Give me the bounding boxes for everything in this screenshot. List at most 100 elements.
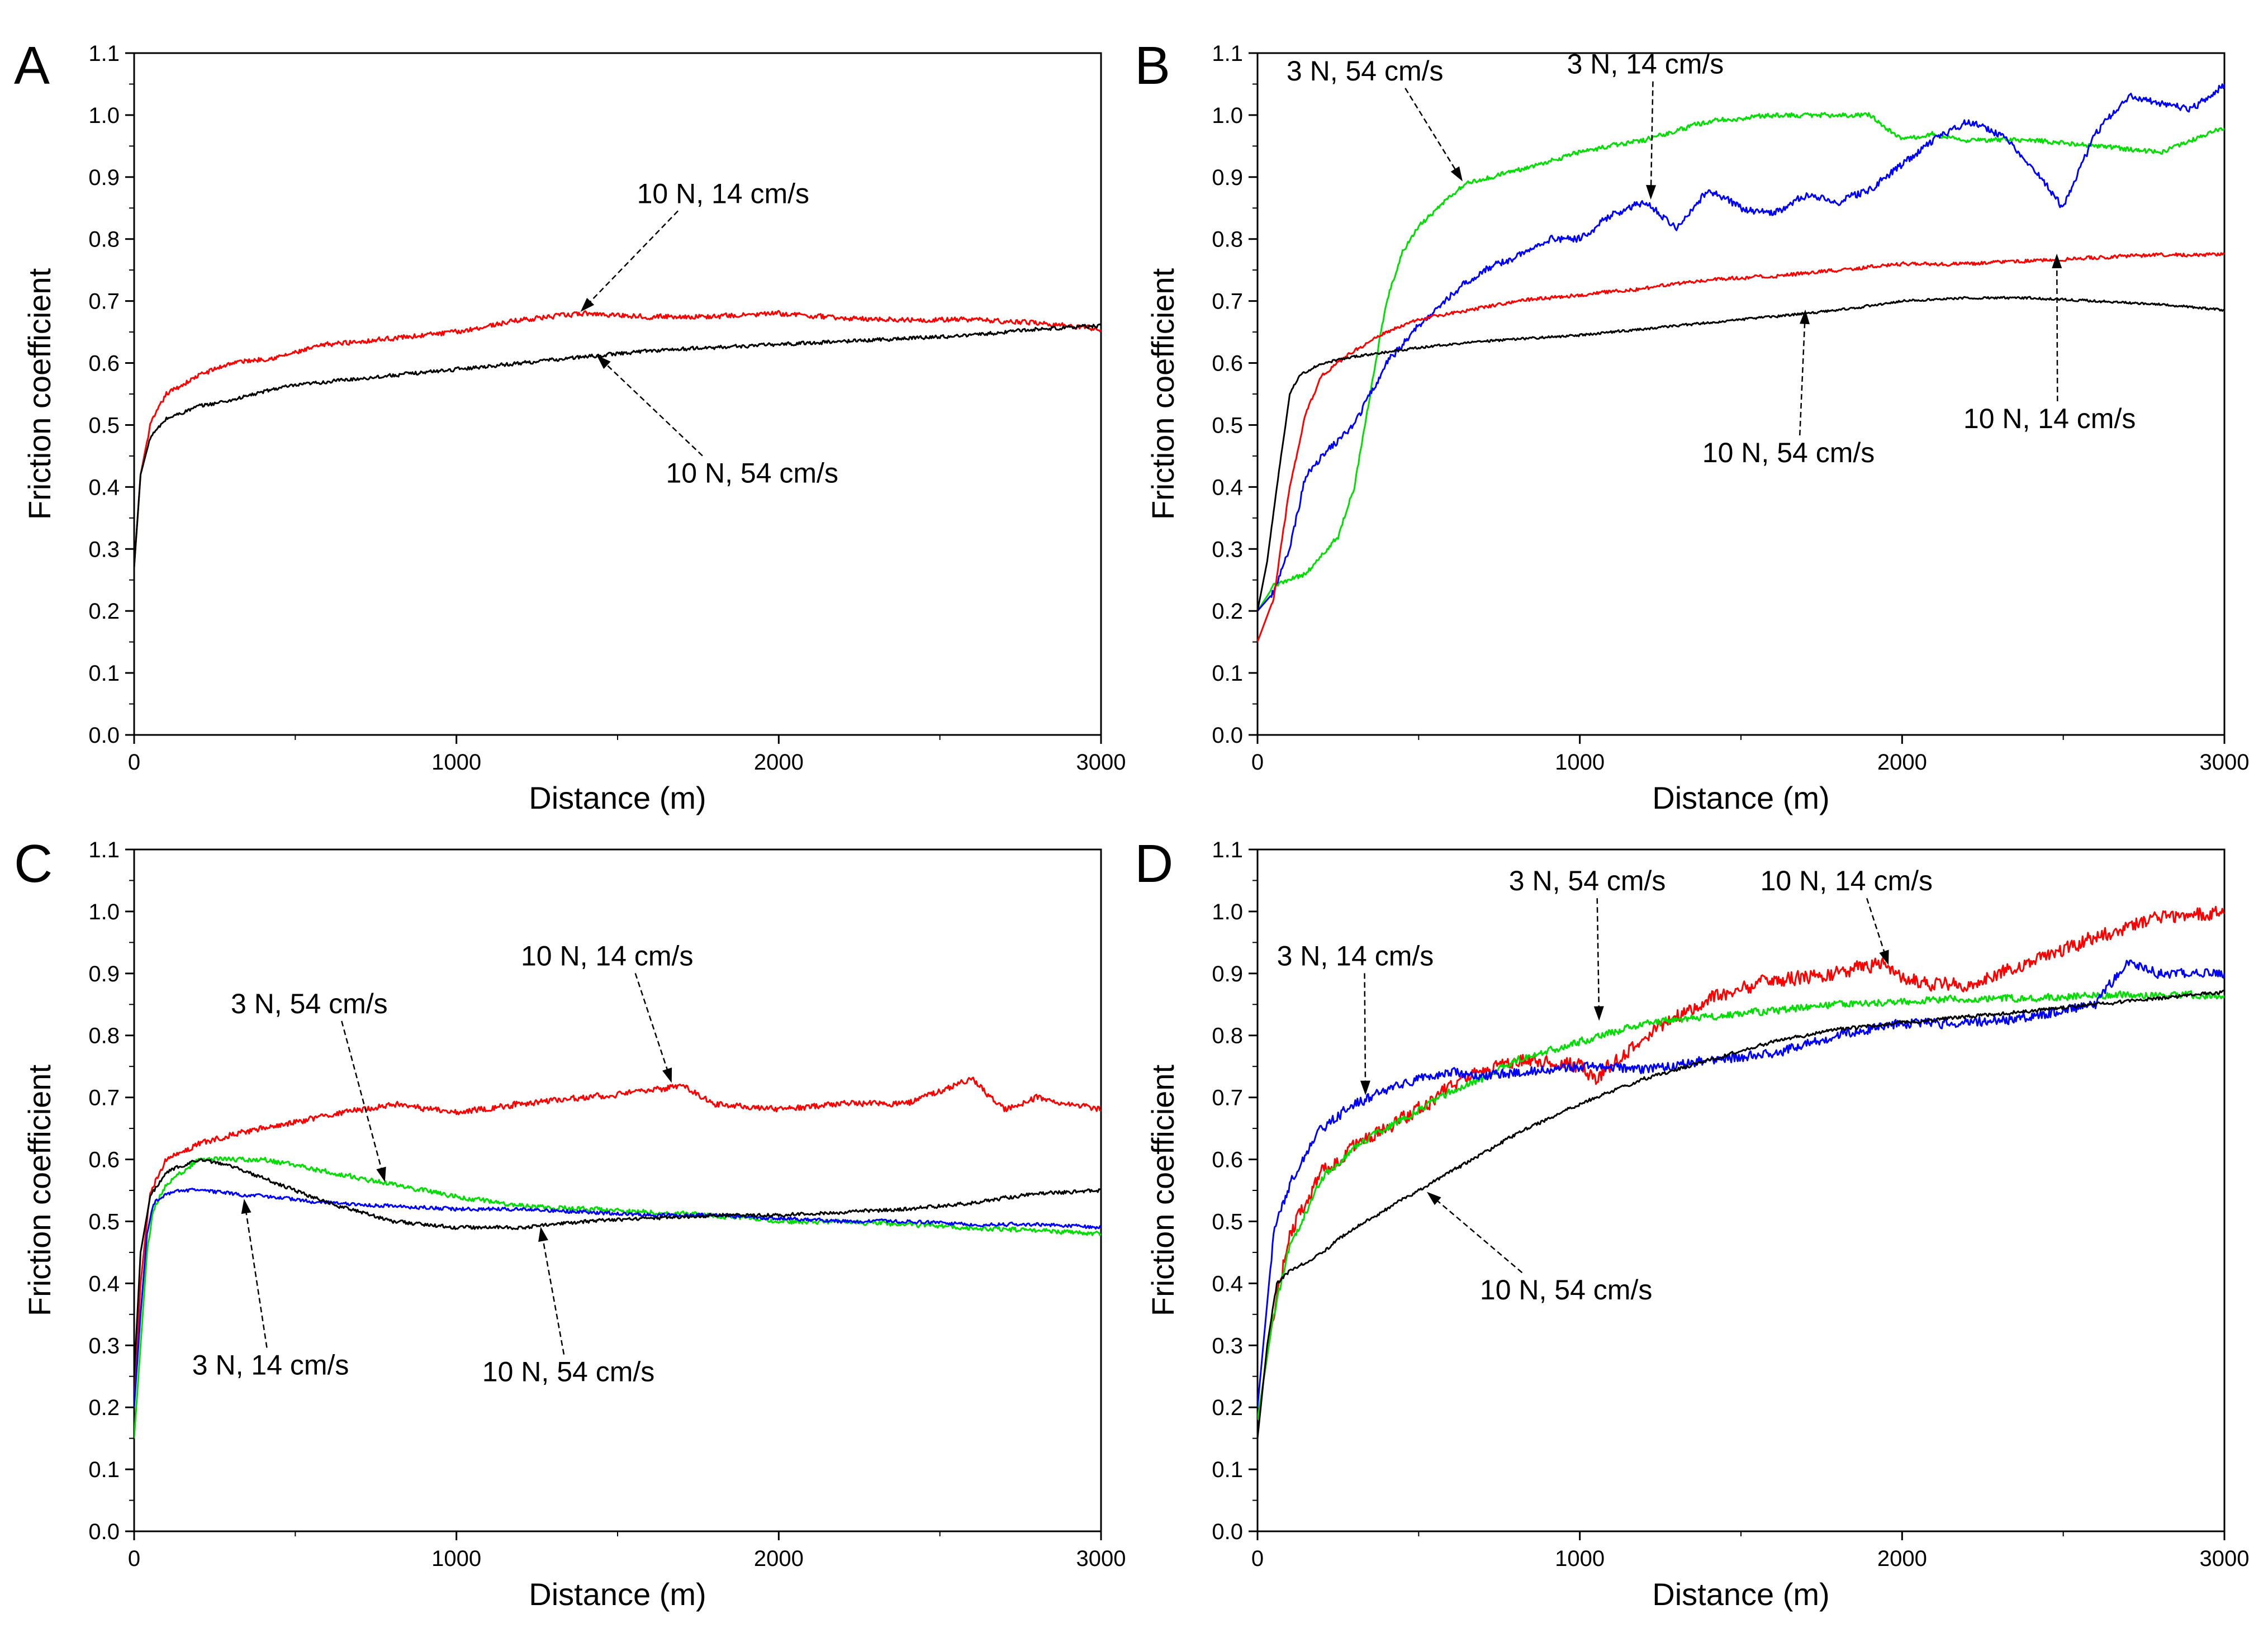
series-line-3-n-14-cm-s [1258,83,2224,612]
annotation-label: 10 N, 14 cm/s [1963,403,2136,434]
annotation-arrow-head [538,1226,548,1242]
annotation-arrow-head [1593,1006,1604,1021]
plot-frame [1256,52,2226,736]
annotation-arrow-line [1799,319,1806,436]
y-tick-label: 1.0 [1212,900,1243,924]
annotation-arrow-line [603,362,703,457]
annotation-arrow-head [241,1199,252,1214]
x-tick-label: 3000 [2200,1546,2250,1571]
annotation-arrow-line [1405,88,1458,173]
y-tick-label: 1.1 [88,41,120,66]
y-tick-label: 1.0 [88,900,120,924]
x-tick-label: 3000 [1076,750,1126,775]
x-axis-label: Distance (m) [529,780,706,815]
annotation-label: 10 N, 54 cm/s [666,458,838,489]
annotation-arrow-line [634,973,670,1074]
y-axis-label: Friction coefficient [1145,268,1180,520]
annotation-arrow-head [1646,185,1657,200]
x-tick-label: 0 [128,1546,140,1571]
y-tick-label: 0.1 [1212,1458,1243,1482]
annotation-label: 10 N, 14 cm/s [1761,865,1933,896]
annotation-arrow-head [662,1067,672,1083]
y-tick-label: 0.3 [88,537,120,562]
y-axis-label: Friction coefficient [22,268,57,520]
series-line-10-n-54-cm-s [1258,296,2224,611]
y-tick-label: 1.1 [1212,838,1243,862]
y-tick-label: 0.2 [1212,1396,1243,1420]
series-line-10-n-54-cm-s [134,323,1101,568]
x-axis-label: Distance (m) [1652,780,1829,815]
series-line-3-n-54-cm-s [1258,112,2224,612]
y-tick-label: 0.9 [1212,165,1243,190]
annotation-arrow-line [1866,898,1886,956]
y-axis-label: Friction coefficient [1145,1064,1180,1316]
y-tick-label: 0.5 [1212,1209,1243,1234]
annotation-arrow-line [1596,898,1600,1011]
y-tick-label: 0.2 [1212,599,1243,624]
annotation-label: 3 N, 14 cm/s [1567,49,1724,80]
panel-D: D 0.0 0.1 0.2 0.3 0.4 0.5 0.6 0.7 0.8 0.9 1.0 1.1 0 10… [1135,834,2249,1612]
y-tick-label: 1.0 [1212,103,1243,128]
panel-C: C 0.0 0.1 0.2 0.3 0.4 0.5 0.6 0.7 0.8 0.9 1.0 1.1 0 10… [14,834,1126,1612]
annotation-arrow-head [596,355,611,369]
y-tick-label: 0.1 [88,1458,120,1482]
y-tick-label: 0.0 [88,723,120,748]
annotation-label: 10 N, 54 cm/s [482,1356,654,1388]
annotation-label: 3 N, 54 cm/s [1509,865,1666,896]
annotation-arrow-head [2052,253,2062,268]
annotation-arrow-head [580,297,595,312]
series-line-3-n-14-cm-s [1258,959,2224,1408]
annotation-arrow-head [1450,166,1463,182]
series-group [134,310,1101,568]
series-group [134,1076,1101,1439]
series-line-3-n-14-cm-s [134,1188,1101,1408]
panel-letter: A [14,36,50,96]
y-tick-label: 1.1 [88,838,120,862]
series-line-3-n-54-cm-s [134,1156,1101,1439]
annotation-arrow-line [245,1208,268,1348]
annotation-label: 3 N, 14 cm/s [192,1349,349,1380]
y-tick-label: 0.7 [1212,1086,1243,1110]
y-tick-label: 0.4 [88,1271,120,1296]
series-line-10-n-14-cm-s [1258,252,2224,643]
x-tick-label: 0 [1251,1546,1264,1571]
y-tick-label: 0.3 [88,1333,120,1358]
y-tick-label: 0.0 [1212,723,1243,748]
annotation-label: 10 N, 54 cm/s [1702,437,1875,468]
x-tick-label: 0 [1251,750,1264,775]
y-axis-label: Friction coefficient [22,1064,57,1316]
x-tick-label: 3000 [2200,750,2250,775]
y-tick-label: 0.2 [88,599,120,624]
panel-A: A 0.0 0.1 0.2 0.3 0.4 0.5 0.6 0.7 0.8 0.9 1.0 1.1 0 10… [14,36,1126,815]
series-line-10-n-14-cm-s [1258,905,2224,1420]
y-tick-label: 0.6 [1212,1148,1243,1173]
annotation-arrow-line [1650,81,1654,190]
x-tick-label: 1000 [1555,1546,1605,1571]
x-tick-label: 1000 [431,750,481,775]
y-tick-label: 0.0 [88,1520,120,1544]
series-line-10-n-14-cm-s [134,1076,1101,1408]
annotation-label: 3 N, 54 cm/s [231,988,388,1019]
y-tick-label: 0.6 [88,352,120,376]
y-tick-label: 0.4 [1212,1271,1243,1296]
annotation-label: 10 N, 14 cm/s [521,940,693,971]
annotation-arrow-head [376,1166,386,1183]
annotation-label: 10 N, 14 cm/s [637,178,809,209]
x-tick-label: 1000 [431,1546,481,1571]
panel-letter: D [1135,834,1173,894]
y-tick-label: 0.5 [1212,413,1243,438]
y-tick-label: 0.7 [88,1086,120,1110]
annotation-label: 10 N, 54 cm/s [1480,1274,1652,1306]
series-line-10-n-14-cm-s [134,310,1101,568]
x-tick-label: 1000 [1555,750,1605,775]
y-tick-label: 0.2 [88,1396,120,1420]
x-tick-label: 2000 [1877,1546,1927,1571]
series-line-10-n-54-cm-s [1258,989,2224,1439]
y-tick-label: 0.7 [1212,289,1243,314]
x-tick-label: 3000 [1076,1546,1126,1571]
y-tick-label: 0.8 [88,227,120,252]
annotation-arrow-line [1434,1198,1523,1274]
panel-letter: B [1135,36,1170,96]
y-tick-label: 1.1 [1212,41,1243,66]
